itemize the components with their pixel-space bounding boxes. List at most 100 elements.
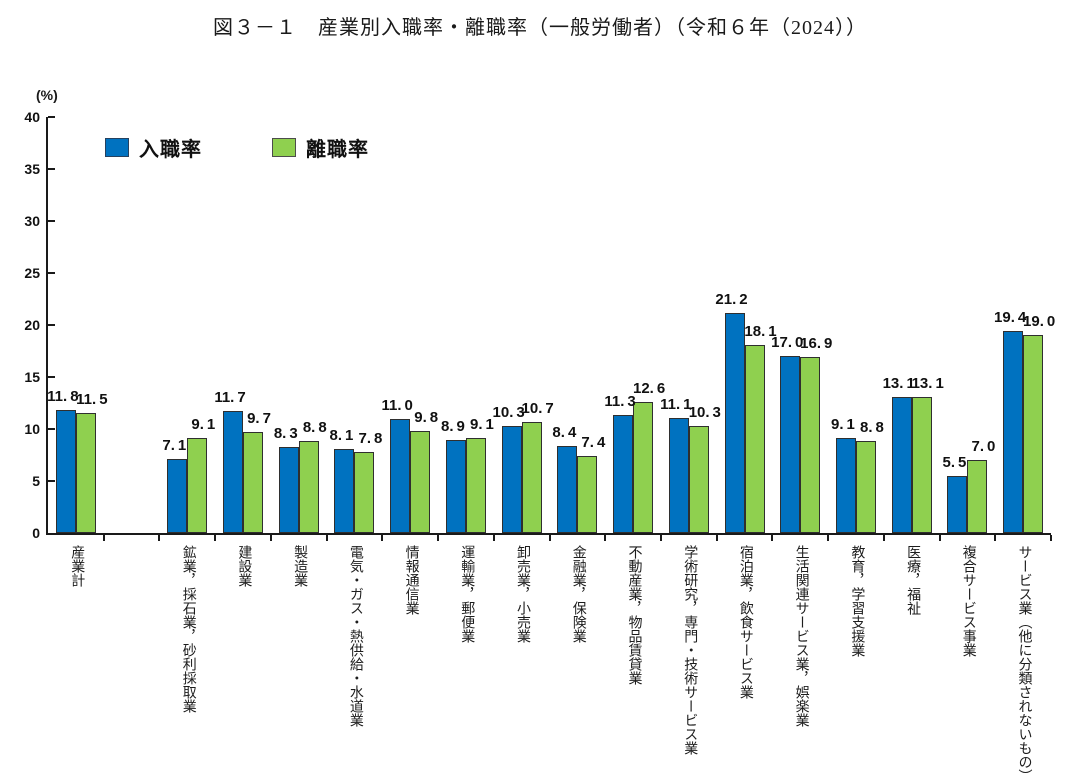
y-axis-tick-label: 35: [24, 161, 40, 177]
x-axis-tick: [827, 535, 830, 541]
x-axis-tick: [938, 535, 941, 541]
chart-title: 図３－１ 産業別入職率・離職率（一般労働者）（令和６年（2024））: [213, 17, 867, 39]
hire-rate-bar: [223, 411, 244, 533]
separation-rate-value-label: 10. 7: [521, 399, 554, 417]
separation-rate-value-label: 10. 3: [688, 403, 721, 421]
hire-rate-value-label: 11. 8: [47, 388, 79, 406]
hire-rate-value-label: 11. 7: [214, 389, 246, 407]
hire-rate-bar: [557, 445, 578, 533]
separation-rate-bar: [521, 421, 542, 533]
hire-rate-value-label: 17. 0: [771, 334, 804, 352]
hire-rate-bar: [724, 312, 745, 533]
separation-rate-value-label: 7. 0: [971, 438, 996, 456]
category-label: 教育，学習支援業: [849, 545, 865, 657]
hire-rate-color-swatch: [105, 137, 129, 157]
separation-rate-value-label: 16. 9: [800, 335, 833, 353]
separation-rate-bar: [354, 451, 375, 533]
hire-rate-bar: [835, 438, 856, 533]
legend-item-hire-rate: 入職率: [105, 136, 202, 161]
y-axis-tick: [48, 220, 55, 222]
separation-rate-bar: [688, 425, 709, 533]
separation-rate-bar: [800, 357, 821, 533]
category-label: 運輸業，郵便業: [459, 545, 475, 643]
separation-rate-value-label: 7. 8: [358, 429, 383, 447]
hire-rate-value-label: 19. 4: [994, 309, 1027, 327]
x-axis-tick: [158, 535, 161, 541]
x-axis-tick: [214, 535, 217, 541]
legend-item-separation-rate: 離職率: [272, 136, 369, 161]
category-label: 鉱業，採石業，砂利採取業: [180, 545, 196, 713]
separation-rate-value-label: 13. 1: [911, 374, 944, 392]
hire-rate-bar: [334, 448, 355, 533]
x-axis-tick: [381, 535, 384, 541]
x-axis-line: [46, 533, 1051, 535]
hire-rate-value-label: 21. 2: [715, 290, 748, 308]
separation-rate-legend-label: 離職率: [306, 138, 369, 161]
x-axis-tick: [994, 535, 997, 541]
hire-rate-value-label: 11. 3: [604, 393, 636, 411]
separation-rate-bar: [577, 456, 598, 533]
hire-rate-bar: [780, 356, 801, 533]
category-label: 生活関連サービス業，娯楽業: [793, 545, 809, 727]
category-label: 不動産業，物品賃貸業: [626, 545, 642, 685]
hire-rate-bar: [891, 396, 912, 533]
category-label: 建設業: [236, 545, 252, 587]
separation-rate-bar: [298, 441, 319, 533]
y-axis-tick-label: 20: [24, 317, 40, 333]
separation-rate-value-label: 12. 6: [632, 379, 666, 397]
separation-rate-value-label: 18. 1: [744, 322, 777, 340]
hire-rate-value-label: 8. 1: [329, 426, 354, 444]
category-label: 製造業: [292, 545, 308, 587]
separation-rate-value-label: 8. 8: [302, 419, 327, 437]
separation-rate-bar: [465, 438, 486, 533]
y-axis-unit-label: (%): [36, 87, 58, 103]
hire-rate-legend-label: 入職率: [139, 138, 202, 161]
hire-rate-bar: [167, 459, 188, 533]
separation-rate-bar: [75, 413, 96, 533]
y-axis-tick: [48, 272, 55, 274]
separation-rate-bar: [243, 432, 264, 533]
y-axis-tick: [48, 480, 55, 482]
x-axis-tick: [882, 535, 885, 541]
y-axis-tick-label: 0: [32, 525, 40, 541]
separation-rate-bar: [187, 438, 208, 533]
x-axis-tick: [102, 535, 105, 541]
separation-rate-color-swatch: [272, 137, 296, 157]
hire-rate-bar: [278, 446, 299, 533]
y-axis-line: [46, 117, 48, 533]
category-label: 卸売業，小売業: [515, 545, 531, 643]
x-axis-tick: [715, 535, 718, 541]
category-label: 産業計: [69, 545, 85, 587]
x-axis-tick: [771, 535, 774, 541]
x-axis-tick: [1050, 535, 1052, 541]
y-axis-tick-label: 5: [32, 473, 40, 489]
hire-rate-bar: [390, 418, 411, 533]
separation-rate-bar: [633, 401, 654, 533]
hire-rate-value-label: 9. 1: [831, 416, 855, 434]
separation-rate-bar: [410, 431, 431, 533]
category-label: 宿泊業，飲食サービス業: [737, 545, 753, 699]
separation-rate-bar: [1023, 335, 1044, 533]
separation-rate-value-label: 9. 7: [247, 410, 271, 428]
category-label: サービス業（他に分類されないもの）: [1016, 545, 1032, 783]
hire-rate-value-label: 7. 1: [162, 437, 187, 455]
hire-rate-value-label: 10. 3: [492, 403, 525, 421]
separation-rate-bar: [911, 396, 932, 533]
separation-rate-bar: [967, 460, 988, 533]
separation-rate-value-label: 9. 1: [469, 416, 494, 434]
x-axis-tick: [548, 535, 551, 541]
separation-rate-value-label: 7. 4: [581, 434, 606, 452]
x-axis-tick: [659, 535, 662, 541]
hire-rate-bar: [947, 475, 968, 533]
hire-rate-bar: [668, 417, 689, 533]
y-axis-tick: [48, 116, 55, 118]
separation-rate-value-label: 9. 1: [191, 416, 216, 434]
y-axis-tick-label: 15: [24, 369, 40, 385]
y-axis-tick-label: 25: [24, 265, 40, 281]
hire-rate-value-label: 8. 4: [552, 423, 577, 441]
hire-rate-bar: [501, 425, 522, 533]
separation-rate-value-label: 8. 8: [860, 419, 884, 437]
y-axis-tick-label: 30: [24, 213, 40, 229]
separation-rate-bar: [744, 344, 765, 533]
category-label: 複合サービス事業: [960, 545, 976, 657]
